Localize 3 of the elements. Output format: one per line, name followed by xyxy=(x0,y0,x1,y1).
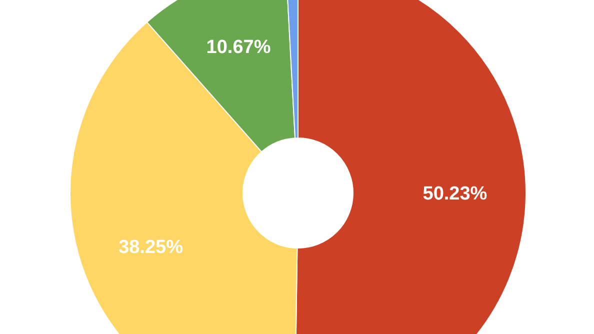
data-label: 50.23% xyxy=(422,184,488,205)
data-label: 10.67% xyxy=(206,37,271,58)
data-label: 38.25% xyxy=(118,237,184,258)
